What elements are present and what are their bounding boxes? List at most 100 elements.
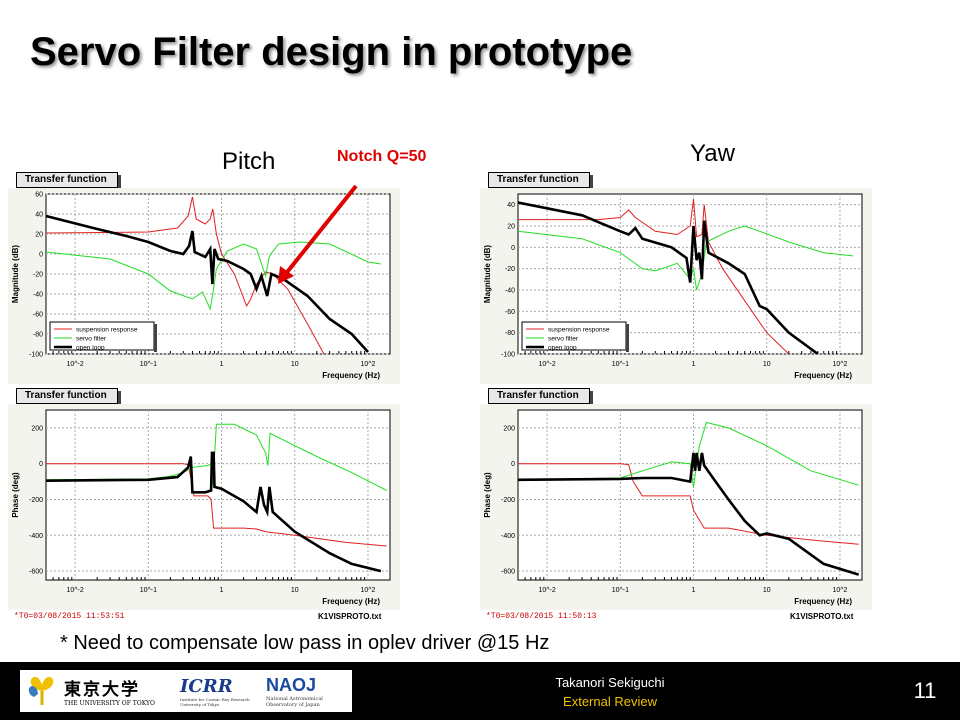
legend-entry: servo filter — [548, 336, 579, 343]
footer-bar: 東京大学 THE UNIVERSITY OF TOKYO ICRR Instit… — [0, 662, 960, 720]
y-tick-label: 0 — [511, 245, 515, 252]
legend-entry: suspension response — [548, 327, 610, 334]
y-axis-title: Magnitude (dB) — [483, 245, 492, 304]
x-tick-label: 10^2 — [832, 361, 847, 368]
y-tick-label: 40 — [507, 202, 515, 209]
legend-entry: suspension response — [76, 327, 138, 334]
series-servo-filter — [46, 241, 381, 311]
y-tick-label: 20 — [507, 224, 515, 231]
x-tick-label: 10^2 — [360, 361, 375, 368]
x-tick-label: 10^-1 — [140, 361, 157, 368]
series-open-loop — [518, 452, 860, 576]
y-tick-label: -20 — [505, 266, 515, 273]
x-tick-label: 1 — [220, 361, 224, 368]
x-tick-label: 10^-2 — [66, 587, 83, 594]
x-tick-label: 1 — [692, 361, 696, 368]
x-tick-label: 10 — [291, 361, 299, 368]
y-tick-label: 200 — [503, 425, 515, 432]
pitch-timestamp: *T0=03/08/2015 11:53:51 — [14, 612, 125, 621]
page-number: 11 — [913, 678, 937, 703]
series-suspension-response — [518, 199, 790, 354]
panel-header: Transfer function — [488, 388, 590, 404]
naoj-subtitle: National Astronomical Observatory of Jap… — [266, 695, 323, 708]
yaw-magnitude-panel: Transfer function 10^-2 10^-1 1 10 10^2 -100 -… — [480, 172, 872, 384]
y-tick-label: -40 — [505, 288, 515, 295]
pitch-magnitude-chart: 10^-2 10^-1 1 10 10^2 -100 -80 -60 -40 -20 0 20 40 60… — [8, 188, 400, 384]
icrr-subtitle: Institute for Cosmic Ray Research Univer… — [180, 696, 250, 707]
yaw-filename: K1VISPROTO.txt — [790, 612, 854, 621]
x-tick-label: 10^-1 — [612, 587, 629, 594]
yaw-label: Yaw — [690, 140, 735, 167]
legend-shadow — [626, 324, 629, 352]
x-tick-label: 10 — [763, 587, 771, 594]
y-tick-label: 60 — [35, 192, 43, 199]
series-servo-filter — [518, 225, 853, 291]
legend-entry: servo filter — [76, 336, 107, 343]
y-tick-label: -600 — [29, 569, 43, 576]
y-tick-label: 0 — [39, 252, 43, 259]
x-tick-label: 10^-2 — [538, 587, 555, 594]
legend-shadow — [154, 324, 157, 352]
yaw-phase-chart: 10^-2 10^-1 1 10 10^2 -600 -400 -200 0 200 Frequen… — [480, 404, 872, 610]
y-tick-label: 40 — [35, 212, 43, 219]
event-name: External Review — [563, 694, 657, 709]
y-tick-label: -200 — [501, 497, 515, 504]
notch-arrow — [278, 184, 358, 284]
plot-area — [45, 409, 391, 581]
y-tick-label: -400 — [501, 533, 515, 540]
naoj-text: NAOJ — [266, 674, 317, 695]
x-tick-label: 10^-2 — [66, 361, 83, 368]
yaw-phase-panel: Transfer function 10^-2 10^-1 1 10 10^2 -600 -… — [480, 388, 872, 610]
y-axis-title: Magnitude (dB) — [11, 245, 20, 304]
yaw-timestamp: *T0=03/08/2015 11:50:13 — [486, 612, 597, 621]
x-tick-label: 10^-1 — [140, 587, 157, 594]
y-tick-label: -20 — [33, 272, 43, 279]
yaw-magnitude-chart: 10^-2 10^-1 1 10 10^2 -100 -80 -60 -40 -20 0 20 40 Fr… — [480, 188, 872, 384]
legend-entry: open loop — [548, 345, 577, 352]
x-axis-title: Frequency (Hz) — [322, 597, 380, 606]
presenter-name: Takanori Sekiguchi — [555, 675, 665, 690]
naoj-logo: NAOJ National Astronomical Observatory o… — [266, 670, 352, 712]
y-tick-label: 200 — [31, 425, 43, 432]
x-axis-title: Frequency (Hz) — [794, 597, 852, 606]
series-open-loop — [518, 201, 819, 354]
logo-strip: 東京大学 THE UNIVERSITY OF TOKYO ICRR Instit… — [20, 670, 352, 712]
x-axis-title: Frequency (Hz) — [322, 371, 380, 380]
x-tick-label: 10^-2 — [538, 361, 555, 368]
y-tick-label: 0 — [39, 461, 43, 468]
icrr-text: ICRR — [180, 675, 233, 697]
panel-header: Transfer function — [16, 172, 118, 188]
y-tick-label: -400 — [29, 533, 43, 540]
pitch-phase-chart: 10^-2 10^-1 1 10 10^2 -600 -400 -200 0 200 Frequen… — [8, 404, 400, 610]
utokyo-logo: 東京大学 THE UNIVERSITY OF TOKYO — [24, 670, 174, 712]
y-tick-label: -100 — [501, 352, 515, 359]
pitch-filename: K1VISPROTO.txt — [318, 612, 382, 621]
y-axis-title: Phase (deg) — [11, 472, 20, 518]
y-tick-label: -40 — [33, 292, 43, 299]
icrr-logo: ICRR Institute for Cosmic Ray Research U… — [180, 670, 260, 712]
x-tick-label: 10 — [763, 361, 771, 368]
x-tick-label: 10^2 — [360, 587, 375, 594]
utokyo-english: THE UNIVERSITY OF TOKYO — [64, 700, 155, 707]
x-tick-label: 10^-1 — [612, 361, 629, 368]
y-axis-title: Phase (deg) — [483, 472, 492, 518]
x-tick-label: 10 — [291, 587, 299, 594]
utokyo-kanji: 東京大学 — [64, 680, 140, 700]
y-tick-label: -200 — [29, 497, 43, 504]
y-tick-label: -80 — [505, 330, 515, 337]
y-tick-label: -80 — [33, 332, 43, 339]
x-axis-title: Frequency (Hz) — [794, 371, 852, 380]
y-tick-label: 0 — [511, 461, 515, 468]
y-tick-label: -600 — [501, 569, 515, 576]
x-tick-label: 10^2 — [832, 587, 847, 594]
y-tick-label: -60 — [33, 312, 43, 319]
pitch-magnitude-panel: Transfer function 10^-2 10^-1 1 10 10^2 -100 -… — [8, 172, 400, 384]
legend-entry: open loop — [76, 345, 105, 352]
slide-title: Servo Filter design in prototype — [30, 30, 633, 74]
pitch-phase-panel: Transfer function 10^-2 10^-1 1 10 10^2 -600 -… — [8, 388, 400, 610]
panel-header: Transfer function — [16, 388, 118, 404]
pitch-label: Pitch — [222, 148, 276, 175]
notch-annotation: Notch Q=50 — [337, 148, 427, 165]
panel-header: Transfer function — [488, 172, 590, 188]
x-tick-label: 1 — [220, 587, 224, 594]
